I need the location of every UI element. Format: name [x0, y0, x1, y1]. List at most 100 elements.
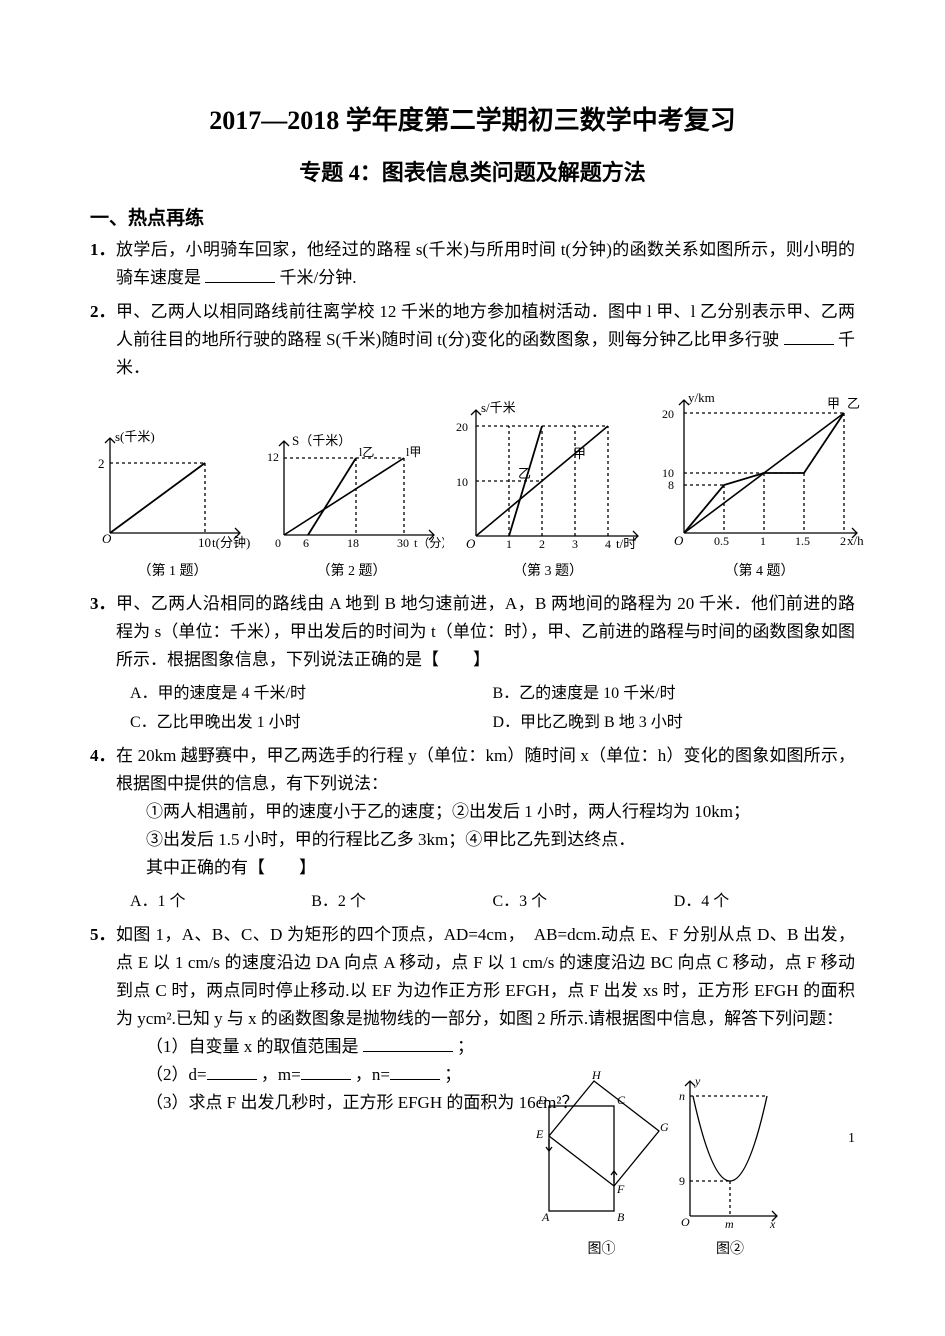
ylabel3: s/千米	[481, 400, 516, 415]
lbl-yi4: 乙	[847, 396, 860, 411]
q5-blank1	[363, 1034, 453, 1052]
svg-text:O: O	[674, 533, 684, 548]
y20b: 20	[662, 407, 674, 421]
ylabel: s(千米)	[115, 429, 155, 444]
yt12: 12	[267, 450, 279, 464]
lblG: G	[660, 1120, 669, 1134]
lbl-jia: l甲	[406, 445, 421, 459]
q4-line2: ③出发后 1.5 小时，甲的行程比乙多 3km；④甲比乙先到达终点．	[116, 826, 855, 854]
q5-blank-d	[207, 1062, 257, 1080]
xlabel2: t（分）	[414, 536, 444, 550]
lbl-yi3: 乙	[518, 466, 531, 481]
q4-opt-a: A．1 个	[130, 888, 311, 917]
y10: 10	[456, 475, 468, 489]
ytick: 2	[98, 456, 105, 471]
q5-sub2d: ；	[444, 1065, 461, 1084]
question-3: 3． 甲、乙两人沿相同的路线由 A 地到 B 地匀速前进，A，B 两地间的路程为…	[90, 590, 855, 674]
xt18: 18	[347, 536, 359, 550]
q3-opt-a: A．甲的速度是 4 千米/时	[130, 680, 493, 709]
y8: 8	[668, 478, 674, 492]
x15: 1.5	[795, 534, 810, 548]
lblB: B	[617, 1210, 625, 1224]
question-5: 5． 如图 1，A、B、C、D 为矩形的四个顶点，AD=4cm， AB=dcm.…	[90, 921, 855, 1117]
q5-sub1b: ；	[457, 1037, 474, 1056]
main-title: 2017—2018 学年度第二学期初三数学中考复习	[90, 100, 855, 137]
page-number: 1	[848, 1131, 855, 1147]
y20: 20	[456, 420, 468, 434]
q5-num: 5．	[90, 921, 116, 949]
fig2-caption: （第 2 题）	[259, 560, 444, 580]
q3-options: A．甲的速度是 4 千米/时 B．乙的速度是 10 千米/时 C．乙比甲晚出发 …	[90, 680, 855, 738]
figure-4: O 0.5 1 1.5 2 8 10 20 y/km x/h 甲 乙 （第 4 …	[652, 388, 867, 580]
xm: m	[725, 1217, 734, 1231]
figure-1: O 2 10 s(千米) t(分钟) （第 1 题）	[90, 423, 255, 580]
x4: 4	[605, 537, 611, 551]
q4-options: A．1 个 B．2 个 C．3 个 D．4 个	[90, 888, 855, 917]
x1b: 1	[760, 534, 766, 548]
figure-2: 0 6 18 30 12 S（千米） t（分） l乙 l甲 （第 2 题）	[259, 423, 444, 580]
q1-num: 1．	[90, 236, 116, 264]
xtick: 10	[198, 535, 211, 550]
sub-title: 专题 4：图表信息类问题及解题方法	[90, 155, 855, 187]
svg-text:0: 0	[275, 536, 281, 550]
origin: O	[102, 531, 112, 546]
svg-text:O: O	[681, 1215, 690, 1229]
q2-num: 2．	[90, 298, 116, 326]
q5-sub2b: ，m=	[261, 1065, 301, 1084]
xlabel3: t/时	[616, 536, 636, 551]
q3-opt-d: D．甲比乙晚到 B 地 3 小时	[493, 709, 856, 738]
ylabel2: S（千米）	[292, 433, 351, 448]
q3-num: 3．	[90, 590, 116, 618]
figure-3: O 1 2 3 4 10 20 s/千米 t/时 乙 甲 （第 3 题）	[448, 398, 648, 580]
q3-opt-c: C．乙比甲晚出发 1 小时	[130, 709, 493, 738]
lbl-jia4: 甲	[827, 396, 840, 411]
y10b: 10	[662, 466, 674, 480]
q5-sub2a: （2）d=	[146, 1065, 207, 1084]
x2: 2	[539, 537, 545, 551]
lblF: F	[616, 1182, 625, 1196]
fig3-caption: （第 3 题）	[448, 560, 648, 580]
lbl-yi: l乙	[359, 445, 374, 459]
q4-opt-c: C．3 个	[493, 888, 674, 917]
figure-row: O 2 10 s(千米) t(分钟) （第 1 题）	[90, 388, 855, 580]
q2-blank	[784, 327, 834, 345]
lblH: H	[591, 1071, 602, 1082]
q3-opt-b: B．乙的速度是 10 千米/时	[493, 680, 856, 709]
question-4: 4． 在 20km 越野赛中，甲乙两选手的行程 y（单位：km）随时间 x（单位…	[90, 742, 855, 882]
lblC: C	[617, 1093, 626, 1107]
fig5a-caption: 图①	[534, 1238, 669, 1261]
xt6: 6	[303, 536, 309, 550]
q3-text: 甲、乙两人沿相同的路线由 A 地到 B 地匀速前进，A，B 两地间的路程为 20…	[116, 594, 855, 669]
fig1-caption: （第 1 题）	[90, 560, 255, 580]
question-2: 2． 甲、乙两人以相同路线前往离学校 12 千米的地方参加植树活动．图中 l 甲…	[90, 298, 855, 382]
q4-line1: ①两人相遇前，甲的速度小于乙的速度；②出发后 1 小时，两人行程均为 10km；	[116, 798, 855, 826]
question-1: 1． 放学后，小明骑车回家，他经过的路程 s(千米)与所用时间 t(分钟)的函数…	[90, 236, 855, 292]
q5-sub2c: ，n=	[355, 1065, 390, 1084]
q5-sub1a: （1）自变量 x 的取值范围是	[146, 1037, 359, 1056]
q4-num: 4．	[90, 742, 116, 770]
xlabel5: x	[769, 1217, 776, 1231]
q4-line3: 其中正确的有【 】	[116, 854, 855, 882]
xt30: 30	[397, 536, 409, 550]
yn: n	[679, 1089, 685, 1103]
q1-blank	[205, 265, 275, 283]
q4-text: 在 20km 越野赛中，甲乙两选手的行程 y（单位：km）随时间 x（单位：h）…	[116, 746, 855, 793]
q5-sub1: （1）自变量 x 的取值范围是 ；	[116, 1033, 855, 1061]
xlabel4: x/h	[847, 533, 864, 548]
section-title: 一、热点再练	[90, 203, 855, 230]
x1: 1	[506, 537, 512, 551]
y9: 9	[679, 1174, 685, 1188]
ylabel4: y/km	[688, 390, 715, 405]
x2b: 2	[840, 534, 846, 548]
xlabel: t(分钟)	[212, 535, 250, 550]
q4-opt-d: D．4 个	[674, 888, 855, 917]
lbl-jia3: 甲	[573, 446, 586, 461]
svg-text:O: O	[466, 536, 476, 551]
lblA: A	[541, 1210, 550, 1224]
q5-blank-n	[390, 1062, 440, 1080]
lblE: E	[535, 1127, 544, 1141]
q2-text: 甲、乙两人以相同路线前往离学校 12 千米的地方参加植树活动．图中 l 甲、l …	[116, 302, 855, 349]
q5-figures: A B C D E F G H 图①	[534, 1071, 785, 1261]
fig4-caption: （第 4 题）	[652, 560, 867, 580]
fig5b-caption: 图②	[675, 1238, 785, 1261]
